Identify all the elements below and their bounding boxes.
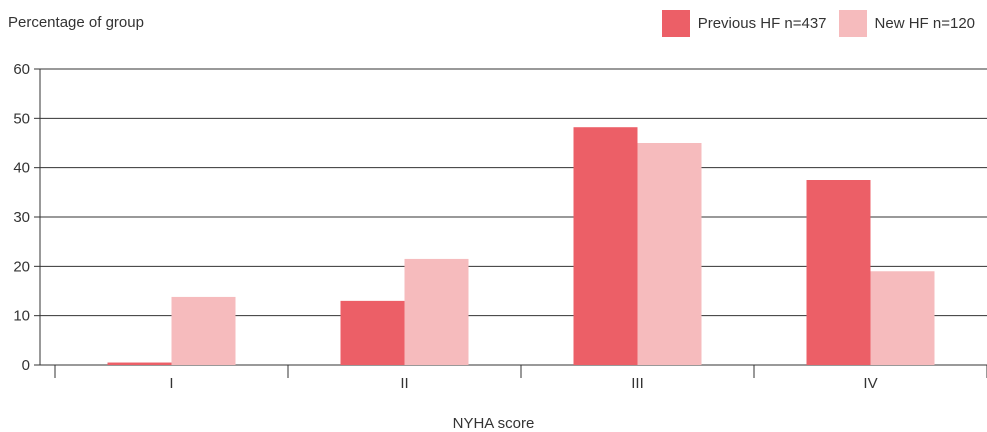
bar-new-hf-ii [404, 258, 469, 365]
bar-new-hf-i [171, 296, 236, 365]
legend-label-new-hf: New HF n=120 [874, 15, 975, 32]
bar-new-hf-iii [637, 143, 702, 365]
x-tick-label-ii: II [400, 375, 408, 392]
legend: Previous HF n=437 New HF n=120 [661, 10, 987, 37]
y-tick-label-20: 20 [13, 258, 30, 275]
y-tick-label-30: 30 [13, 209, 30, 226]
x-axis-title: NYHA score [452, 415, 535, 432]
x-tick-label-iii: III [631, 375, 644, 392]
y-tick-label-60: 60 [13, 61, 30, 78]
legend-item-new-hf: New HF n=120 [838, 10, 975, 37]
legend-item-previous-hf: Previous HF n=437 [661, 10, 827, 37]
y-tick-label-10: 10 [13, 308, 30, 325]
y-tick-label-50: 50 [13, 110, 30, 127]
x-tick-label-iv: IV [863, 375, 877, 392]
y-tick-label-40: 40 [13, 160, 30, 177]
x-tick-label-i: I [169, 375, 173, 392]
y-axis-title: Percentage of group [8, 14, 144, 31]
bar-previous-hf-i [107, 362, 172, 365]
bar-new-hf-iv [870, 271, 935, 365]
legend-swatch-previous-hf [661, 10, 690, 37]
legend-label-previous-hf: Previous HF n=437 [697, 15, 827, 32]
y-tick-label-0: 0 [22, 357, 30, 374]
bar-previous-hf-ii [340, 300, 405, 365]
bar-previous-hf-iv [806, 180, 871, 365]
bar-previous-hf-iii [573, 127, 638, 365]
legend-swatch-new-hf [838, 10, 867, 37]
